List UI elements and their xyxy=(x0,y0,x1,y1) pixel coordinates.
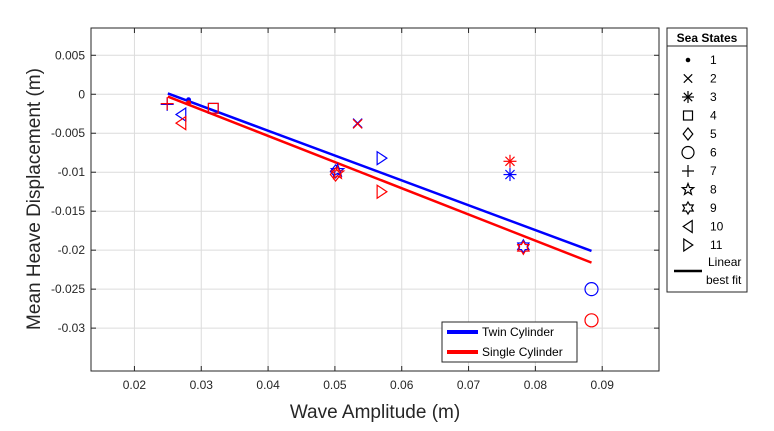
legend-marker-circle xyxy=(681,145,695,160)
y-tick-label: -0.01 xyxy=(58,165,86,179)
data-point xyxy=(376,184,388,200)
y-tick-label: -0.03 xyxy=(58,321,86,335)
y-tick-label: 0 xyxy=(78,87,85,101)
legend-marker-pentagram xyxy=(680,181,696,196)
y-tick-label: 0.005 xyxy=(55,48,85,62)
y-tick-label: -0.015 xyxy=(51,204,85,218)
legend-marker-diamond xyxy=(682,127,694,141)
legend-label: 2 xyxy=(710,72,717,86)
legend-marker-dot xyxy=(685,57,691,63)
legend-label: 3 xyxy=(710,90,717,104)
fit-line xyxy=(167,92,592,253)
data-point xyxy=(584,313,599,328)
y-axis-ticks: 0.005 0 -0.005 -0.01 -0.015 -0.02 -0.025 -0.03 xyxy=(51,48,659,335)
data-point xyxy=(503,168,517,182)
grid-lines xyxy=(91,28,659,371)
x-tick-label: 0.08 xyxy=(524,378,548,392)
x-axis-title: Wave Amplitude (m) xyxy=(290,402,460,423)
y-axis-title: Mean Heave Displacement (m) xyxy=(24,68,45,330)
data-point xyxy=(584,282,599,297)
legend-marker-square xyxy=(682,110,694,121)
x-tick-label: 0.04 xyxy=(256,378,280,392)
legend-label: 9 xyxy=(710,201,717,215)
legend-label: 1 xyxy=(710,53,717,67)
data-point xyxy=(329,167,342,183)
data-point xyxy=(329,164,346,180)
data-point xyxy=(207,102,219,114)
data-point xyxy=(174,106,187,123)
plot-frame xyxy=(90,27,660,372)
y-tick-label: -0.005 xyxy=(51,126,85,140)
x-tick-label: 0.09 xyxy=(591,378,615,392)
data-point xyxy=(174,115,187,131)
legend-marker-x xyxy=(683,73,693,84)
data-point xyxy=(516,240,531,256)
fit-legend-label-twin: Twin Cylinder xyxy=(482,325,554,339)
x-tick-label: 0.05 xyxy=(323,378,347,392)
fit-legend: Twin Cylinder Single Cylinder xyxy=(441,321,578,363)
x-tick-label: 0.07 xyxy=(457,378,481,392)
data-point xyxy=(160,97,174,111)
legend-label: 11 xyxy=(710,238,723,252)
fit-legend-label-single: Single Cylinder xyxy=(482,345,563,359)
legend-label: 10 xyxy=(710,220,724,234)
marker-legend-box xyxy=(666,27,748,293)
x-axis-ticks: 0.02 0.03 0.04 0.05 0.06 0.07 0.08 0.09 xyxy=(123,28,614,392)
plot-area xyxy=(91,28,659,371)
marker-legend-fit-label-1: Linear xyxy=(708,255,741,269)
marker-legend-fit-label-2: best fit xyxy=(706,273,742,287)
legend-label: 6 xyxy=(710,146,717,160)
x-tick-label: 0.02 xyxy=(123,378,147,392)
x-tick-label: 0.06 xyxy=(390,378,414,392)
fit-legend-box xyxy=(441,321,578,363)
legend-label: 8 xyxy=(710,183,717,197)
marker-legend-title: Sea States xyxy=(677,31,738,45)
data-points xyxy=(160,97,599,328)
legend-label: 7 xyxy=(710,164,717,178)
legend-marker-hexagram xyxy=(681,200,695,216)
data-point xyxy=(352,118,363,129)
legend-marker-plus xyxy=(682,165,694,177)
marker-legend: Sea States 1 2 3 4 5 6 7 8 9 10 11 Linear best fit xyxy=(666,27,748,293)
data-point xyxy=(516,238,531,254)
fit-lines xyxy=(167,92,592,264)
legend-marker-triangle-left xyxy=(682,219,693,234)
data-point xyxy=(503,154,517,168)
y-tick-label: -0.02 xyxy=(58,243,86,257)
legend-label: 5 xyxy=(710,127,717,141)
x-tick-label: 0.03 xyxy=(190,378,214,392)
data-point xyxy=(186,100,192,106)
legend-marker-triangle-right xyxy=(683,237,694,253)
legend-label: 4 xyxy=(710,109,717,123)
data-point xyxy=(329,162,346,178)
data-point xyxy=(376,150,388,166)
y-tick-label: -0.025 xyxy=(51,282,85,296)
fit-line xyxy=(167,95,592,264)
legend-marker-asterisk xyxy=(682,91,694,103)
